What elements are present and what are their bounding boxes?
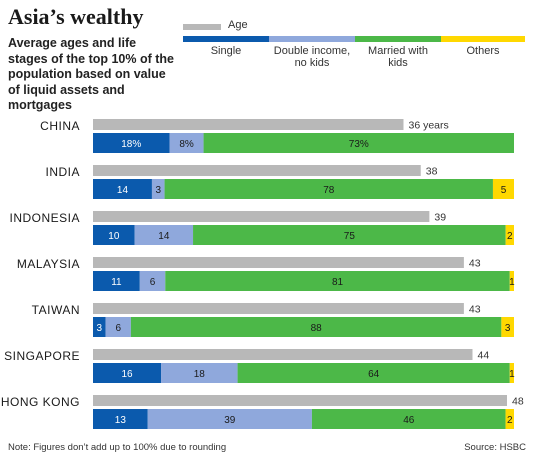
segment-taiwan-3 — [501, 317, 514, 337]
segment-label-india-3: 5 — [501, 185, 507, 196]
legend-others-label: Others — [466, 45, 500, 57]
segment-hong-kong-3 — [505, 409, 514, 429]
segment-label-indonesia-3: 2 — [507, 231, 513, 242]
segment-taiwan-1 — [105, 317, 131, 337]
segment-label-hong-kong-2: 46 — [403, 415, 415, 426]
segment-label-hong-kong-1: 39 — [224, 415, 236, 426]
legend-age-swatch — [183, 24, 221, 30]
segment-label-malaysia-3: 1 — [509, 277, 515, 288]
segment-label-india-0: 14 — [117, 185, 129, 196]
age-bar-singapore — [93, 349, 473, 360]
footer-note: Note: Figures don’t add up to 100% due t… — [8, 442, 227, 453]
segment-china-2 — [203, 133, 514, 153]
segment-label-malaysia-2: 81 — [332, 277, 344, 288]
segment-singapore-0 — [93, 363, 162, 383]
segment-india-2 — [164, 179, 493, 199]
age-bar-malaysia — [93, 257, 464, 268]
segment-indonesia-2 — [193, 225, 506, 245]
segment-india-3 — [492, 179, 514, 199]
category-label-hong-kong: HONG KONG — [1, 395, 80, 409]
segment-malaysia-0 — [93, 271, 140, 291]
segment-label-singapore-2: 64 — [368, 369, 380, 380]
legend-dink-swatch — [269, 36, 355, 42]
age-label-hong-kong: 48 — [512, 396, 524, 408]
segment-label-singapore-0: 16 — [121, 369, 133, 380]
category-label-indonesia: INDONESIA — [9, 211, 80, 225]
age-label-india: 38 — [426, 166, 438, 178]
age-bar-taiwan — [93, 303, 464, 314]
segment-china-1 — [169, 133, 204, 153]
segment-india-1 — [151, 179, 165, 199]
age-label-malaysia: 43 — [469, 258, 481, 270]
chart-title: Asia’s wealthy — [8, 4, 144, 29]
segment-indonesia-3 — [505, 225, 514, 245]
age-label-singapore: 44 — [478, 350, 490, 362]
segment-india-0 — [93, 179, 152, 199]
segment-label-malaysia-0: 11 — [111, 277, 122, 288]
category-label-india: INDIA — [45, 165, 80, 179]
category-label-china: CHINA — [40, 119, 80, 133]
segment-label-indonesia-2: 75 — [344, 231, 356, 242]
segment-singapore-3 — [509, 363, 514, 383]
legend-age-label: Age — [228, 19, 248, 31]
legend-dink-label: Double income, no kids — [273, 45, 351, 69]
legend-single-label: Single — [210, 45, 242, 57]
footer-source: Source: HSBC — [464, 442, 526, 453]
segment-label-singapore-3: 1 — [509, 369, 515, 380]
segment-label-taiwan-2: 88 — [311, 323, 323, 334]
age-bar-hong-kong — [93, 395, 507, 406]
category-label-taiwan: TAIWAN — [32, 303, 80, 317]
segment-indonesia-0 — [93, 225, 135, 245]
segment-indonesia-1 — [134, 225, 194, 245]
age-label-indonesia: 39 — [434, 212, 446, 224]
age-bar-indonesia — [93, 211, 430, 222]
segment-label-india-1: 3 — [155, 185, 161, 196]
age-label-taiwan: 43 — [469, 304, 481, 316]
segment-hong-kong-0 — [93, 409, 148, 429]
segment-singapore-2 — [237, 363, 510, 383]
category-label-singapore: SINGAPORE — [4, 349, 80, 363]
age-label-china: 36 years — [409, 120, 449, 132]
category-label-malaysia: MALAYSIA — [17, 257, 80, 271]
segment-taiwan-0 — [93, 317, 106, 337]
segment-label-singapore-1: 18 — [194, 369, 206, 380]
segment-china-0 — [93, 133, 170, 153]
chart-subtitle: Average ages and life stages of the top … — [8, 36, 174, 112]
segment-label-taiwan-0: 3 — [97, 323, 103, 334]
legend-others-swatch — [441, 36, 525, 42]
segment-label-china-0: 18% — [121, 139, 141, 150]
segment-hong-kong-1 — [147, 409, 312, 429]
segment-label-china-1: 8% — [179, 139, 194, 150]
segment-label-china-2: 73% — [349, 139, 369, 150]
segment-singapore-1 — [161, 363, 238, 383]
segment-malaysia-2 — [165, 271, 510, 291]
segment-label-hong-kong-0: 13 — [115, 415, 127, 426]
age-bar-india — [93, 165, 421, 176]
segment-label-hong-kong-3: 2 — [507, 415, 513, 426]
legend-single-swatch — [183, 36, 269, 42]
legend-married-label: Married with kids — [368, 45, 428, 69]
segment-label-indonesia-0: 10 — [108, 231, 120, 242]
segment-label-taiwan-3: 3 — [505, 323, 511, 334]
segment-label-india-2: 78 — [323, 185, 335, 196]
segment-label-indonesia-1: 14 — [158, 231, 170, 242]
segment-hong-kong-2 — [311, 409, 506, 429]
segment-label-taiwan-1: 6 — [115, 323, 121, 334]
legend-married-swatch — [355, 36, 441, 42]
segment-malaysia-1 — [139, 271, 166, 291]
age-bar-china — [93, 119, 404, 130]
segment-taiwan-2 — [130, 317, 502, 337]
segment-malaysia-3 — [509, 271, 514, 291]
segment-label-malaysia-1: 6 — [150, 277, 156, 288]
